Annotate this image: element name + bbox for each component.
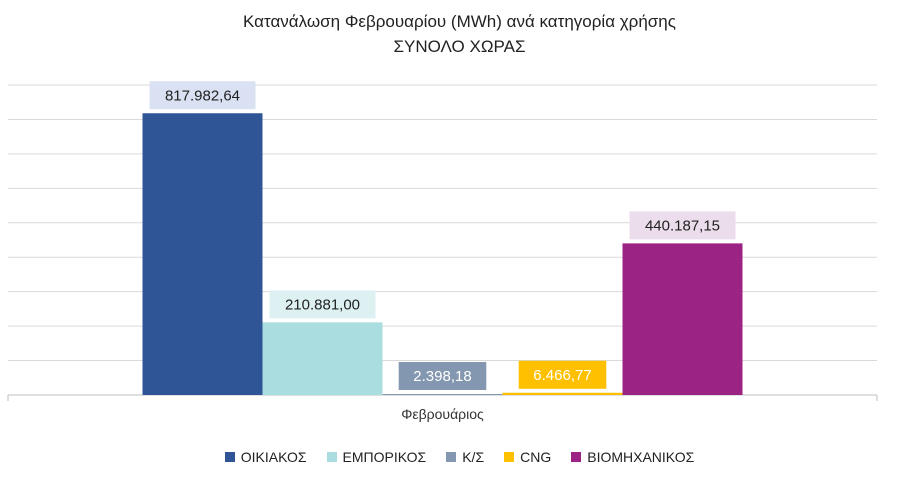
bar-5 [622,243,743,395]
data-label: 210.881,00 [285,296,360,313]
legend-swatch [571,452,582,462]
bar-3 [382,394,503,395]
legend-label: ΕΜΠΟΡΙΚΟΣ [342,449,427,465]
data-label-box [149,81,256,110]
legend-swatch [446,452,457,462]
data-label: 440.187,15 [645,217,720,234]
bar-1 [142,113,263,395]
bar-2 [262,322,383,395]
chart-title: Κατανάλωση Φεβρουαρίου (MWh) ανά κατηγορ… [243,12,676,31]
chart-subtitle: ΣΥΝΟΛΟ ΧΩΡΑΣ [393,37,526,56]
x-tick-label: Φεβρουάριος [401,406,484,422]
data-label-box [269,290,376,319]
legend-label: Κ/Σ [462,449,485,465]
data-label: 6.466,77 [533,367,591,384]
legend: ΟΙΚΙΑΚΟΣ ΕΜΠΟΡΙΚΟΣ Κ/Σ CNG ΒΙΟΜΗΧΑΝΙΚΟΣ [0,449,919,465]
legend-item: ΟΙΚΙΑΚΟΣ [224,449,307,465]
data-label-box [629,211,736,240]
data-label: 817.982,64 [165,87,240,104]
legend-swatch [504,452,515,462]
legend-swatch [224,452,235,462]
legend-item: CNG [504,449,551,465]
legend-item: ΒΙΟΜΗΧΑΝΙΚΟΣ [571,449,694,465]
legend-item: ΕΜΠΟΡΙΚΟΣ [326,449,427,465]
legend-label: ΒΙΟΜΗΧΑΝΙΚΟΣ [587,449,695,465]
legend-label: ΟΙΚΙΑΚΟΣ [240,449,307,465]
data-label-box [518,360,607,389]
legend-label: CNG [520,449,552,465]
bar-4 [502,392,623,395]
legend-item: Κ/Σ [446,449,484,465]
data-label-box [398,362,487,390]
legend-swatch [326,452,337,462]
data-label: 2.398,18 [413,368,471,385]
